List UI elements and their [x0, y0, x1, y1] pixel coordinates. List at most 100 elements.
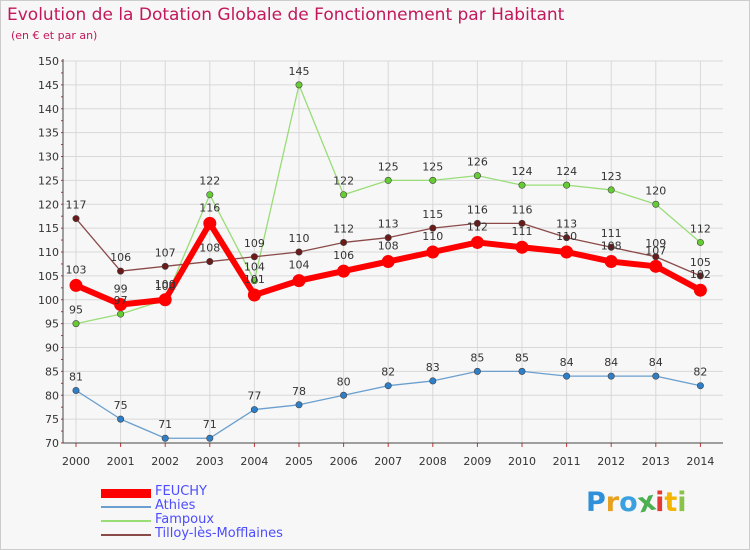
x-tick-label: 2010	[508, 455, 536, 468]
logo-letter: r	[605, 487, 620, 518]
data-point	[247, 288, 261, 302]
data-point	[693, 283, 707, 297]
data-label: 111	[512, 225, 533, 238]
data-point	[429, 377, 437, 385]
data-label: 116	[512, 203, 533, 216]
x-tick-label: 2011	[553, 455, 581, 468]
y-tick-label: 105	[38, 270, 59, 283]
legend-item: Athies	[101, 498, 361, 513]
data-point	[604, 255, 618, 269]
data-label: 108	[601, 240, 622, 253]
chart-title: Evolution de la Dotation Globale de Fonc…	[7, 5, 565, 25]
data-label: 123	[601, 170, 622, 183]
y-tick-label: 100	[38, 294, 59, 307]
data-point	[518, 367, 526, 375]
data-label: 102	[690, 268, 711, 281]
data-point	[384, 382, 392, 390]
legend-item: FEUCHY	[101, 484, 361, 499]
x-tick-label: 2005	[285, 455, 313, 468]
y-tick-label: 90	[45, 342, 59, 355]
data-label: 108	[378, 240, 399, 253]
legend-swatch	[101, 534, 151, 536]
data-label: 122	[199, 175, 220, 188]
data-point	[158, 293, 172, 307]
y-tick-label: 140	[38, 103, 59, 116]
data-point	[161, 262, 169, 270]
data-label: 110	[289, 232, 310, 245]
x-tick-label: 2002	[151, 455, 179, 468]
data-label: 106	[333, 249, 354, 262]
x-tick-label: 2006	[330, 455, 358, 468]
data-point	[250, 253, 258, 261]
data-label: 71	[203, 418, 217, 431]
logo-letter: P	[586, 487, 606, 518]
data-label: 80	[337, 375, 351, 388]
data-point	[295, 401, 303, 409]
data-label: 117	[66, 199, 87, 212]
data-point	[563, 181, 571, 189]
data-label: 84	[560, 356, 574, 369]
legend-swatch	[101, 520, 151, 522]
data-label: 104	[289, 259, 310, 272]
logo-letter: t	[664, 487, 678, 518]
data-label: 110	[422, 230, 443, 243]
data-point	[72, 215, 80, 223]
data-point	[429, 224, 437, 232]
y-tick-label: 125	[38, 174, 59, 187]
data-label: 105	[690, 256, 711, 269]
data-label: 110	[556, 230, 577, 243]
data-point	[429, 176, 437, 184]
y-tick-label: 120	[38, 198, 59, 211]
data-point	[607, 372, 615, 380]
data-label: 124	[556, 165, 577, 178]
data-label: 71	[158, 418, 172, 431]
data-point	[518, 219, 526, 227]
data-label: 85	[515, 351, 529, 364]
data-point	[340, 238, 348, 246]
x-tick-label: 2008	[419, 455, 447, 468]
data-point	[337, 264, 351, 278]
data-label: 106	[110, 251, 131, 264]
data-point	[649, 259, 663, 273]
data-label: 112	[467, 220, 488, 233]
data-point	[652, 200, 660, 208]
data-point	[250, 277, 258, 285]
data-label: 115	[422, 208, 443, 221]
data-label: 116	[199, 201, 220, 214]
data-point	[295, 248, 303, 256]
data-label: 109	[244, 237, 265, 250]
x-tick-label: 2012	[597, 455, 625, 468]
legend-swatch	[101, 506, 151, 508]
legend-label: Athies	[155, 498, 196, 513]
data-point	[292, 274, 306, 288]
data-label: 107	[645, 244, 666, 257]
data-point	[470, 235, 484, 249]
x-tick-label: 2007	[374, 455, 402, 468]
data-label: 145	[289, 65, 310, 78]
data-point	[295, 81, 303, 89]
data-label: 111	[601, 227, 622, 240]
data-point	[652, 372, 660, 380]
data-point	[696, 238, 704, 246]
x-tick-label: 2009	[463, 455, 491, 468]
legend-label: Fampoux	[155, 512, 215, 527]
data-point	[69, 278, 83, 292]
legend-item: Tilloy-lès-Mofflaines	[101, 526, 361, 541]
data-point	[203, 216, 217, 230]
data-point	[206, 434, 214, 442]
data-point	[696, 382, 704, 390]
data-label: 125	[422, 160, 443, 173]
legend-label: Tilloy-lès-Mofflaines	[155, 526, 283, 541]
data-label: 112	[690, 222, 711, 235]
data-point	[563, 372, 571, 380]
data-label: 124	[512, 165, 533, 178]
data-point	[117, 310, 125, 318]
data-label: 100	[155, 278, 176, 291]
chart-subtitle: (en € et par an)	[11, 29, 98, 42]
data-label: 82	[381, 366, 395, 379]
data-label: 83	[426, 361, 440, 374]
data-label: 122	[333, 175, 354, 188]
legend-item: Fampoux	[101, 512, 361, 527]
